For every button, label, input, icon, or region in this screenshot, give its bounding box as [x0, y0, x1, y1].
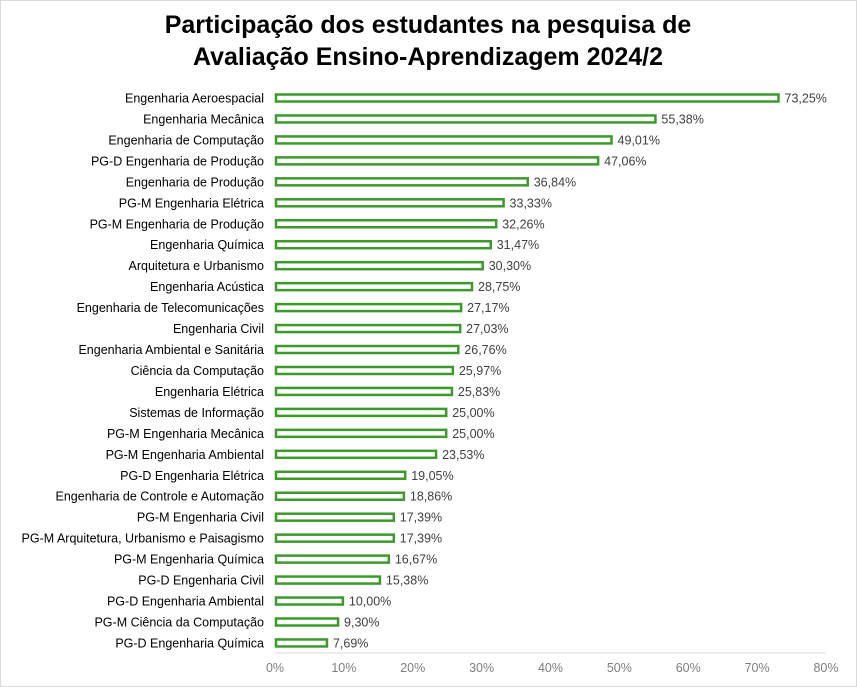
category-label: Engenharia de Computação — [108, 133, 264, 147]
category-label: Engenharia de Produção — [126, 175, 264, 189]
category-label: Engenharia Química — [150, 238, 264, 252]
bar — [274, 114, 657, 124]
data-label: 25,00% — [452, 427, 494, 441]
bar — [274, 219, 498, 229]
bar — [274, 512, 396, 522]
bar — [274, 198, 505, 208]
chart-title-line-1: Participação dos estudantes na pesquisa … — [165, 11, 692, 39]
bar — [274, 156, 600, 166]
category-label: PG-D Engenharia Elétrica — [120, 469, 264, 483]
x-tick-label: 70% — [745, 661, 770, 675]
category-label: PG-M Engenharia Química — [114, 553, 264, 567]
data-label: 25,97% — [459, 364, 501, 378]
category-label: PG-M Engenharia Ambiental — [106, 448, 264, 462]
x-tick-label: 20% — [400, 661, 425, 675]
category-label: PG-D Engenharia Civil — [138, 574, 264, 588]
category-label: Engenharia Civil — [173, 322, 264, 336]
x-tick-label: 80% — [813, 661, 838, 675]
bar — [274, 177, 529, 187]
data-label: 30,30% — [489, 259, 531, 273]
category-label: Engenharia Mecânica — [143, 112, 264, 126]
bar — [274, 281, 474, 292]
data-label: 36,84% — [534, 175, 576, 189]
data-label: 31,47% — [497, 238, 539, 252]
bar — [274, 491, 406, 501]
data-label: 49,01% — [618, 133, 660, 147]
category-label: Sistemas de Informação — [129, 406, 264, 420]
data-label: 16,67% — [395, 553, 437, 567]
data-label: 19,05% — [411, 469, 453, 483]
data-label: 26,76% — [464, 343, 506, 357]
bar — [274, 617, 340, 627]
bar — [274, 596, 345, 606]
bar — [274, 365, 455, 376]
x-tick-label: 10% — [331, 661, 356, 675]
x-tick-label: 50% — [607, 661, 632, 675]
category-label: Ciência da Computação — [131, 364, 264, 378]
data-label: 17,39% — [400, 532, 442, 546]
category-label: Engenharia Aeroespacial — [125, 92, 264, 106]
bar — [274, 428, 448, 439]
category-label: PG-D Engenharia de Produção — [91, 154, 264, 168]
data-label: 23,53% — [442, 448, 484, 462]
bar — [274, 449, 438, 460]
category-label: PG-M Engenharia Elétrica — [119, 196, 264, 210]
data-label: 7,69% — [333, 636, 368, 650]
category-label: Arquitetura e Urbanismo — [129, 259, 265, 273]
x-tick-label: 60% — [676, 661, 701, 675]
bar — [274, 239, 492, 250]
category-label: Engenharia de Telecomunicações — [77, 301, 264, 315]
bar — [274, 344, 460, 355]
x-tick-label: 0% — [266, 661, 284, 675]
bar — [274, 260, 484, 271]
category-label: Engenharia de Controle e Automação — [56, 490, 265, 504]
bar — [274, 470, 407, 481]
data-label: 25,83% — [458, 385, 500, 399]
bar — [274, 554, 391, 564]
bar — [274, 533, 396, 543]
data-label: 73,25% — [785, 92, 827, 106]
data-label: 27,17% — [467, 301, 509, 315]
data-label: 25,00% — [452, 406, 494, 420]
data-label: 27,03% — [466, 322, 508, 336]
bar — [274, 302, 463, 313]
category-label: PG-M Ciência da Computação — [94, 616, 264, 630]
category-label: PG-D Engenharia Ambiental — [107, 595, 264, 609]
data-label: 15,38% — [386, 574, 428, 588]
bar — [274, 135, 613, 145]
data-label: 17,39% — [400, 511, 442, 525]
data-label: 9,30% — [344, 616, 379, 630]
category-label: PG-M Engenharia Civil — [137, 511, 264, 525]
bar — [274, 93, 780, 103]
bar — [274, 575, 382, 585]
data-label: 47,06% — [604, 154, 646, 168]
bar — [274, 323, 462, 334]
category-label: Engenharia Ambiental e Sanitária — [78, 343, 264, 357]
x-tick-label: 30% — [469, 661, 494, 675]
category-label: PG-M Arquitetura, Urbanismo e Paisagismo — [22, 532, 265, 546]
chart-title-line-2: Avaliação Ensino-Aprendizagem 2024/2 — [193, 43, 663, 71]
data-label: 33,33% — [510, 196, 552, 210]
x-tick-label: 40% — [538, 661, 563, 675]
category-label: Engenharia Elétrica — [155, 385, 264, 399]
data-label: 10,00% — [349, 595, 391, 609]
data-label: 32,26% — [502, 217, 544, 231]
category-label: Engenharia Acústica — [150, 280, 264, 294]
bar — [274, 386, 454, 397]
category-label: PG-M Engenharia de Produção — [90, 217, 264, 231]
category-label: PG-D Engenharia Química — [115, 636, 264, 650]
data-label: 55,38% — [661, 112, 703, 126]
category-label: PG-M Engenharia Mecânica — [107, 427, 264, 441]
bar — [274, 638, 329, 648]
bar — [274, 407, 448, 418]
data-label: 18,86% — [410, 490, 452, 504]
data-label: 28,75% — [478, 280, 520, 294]
